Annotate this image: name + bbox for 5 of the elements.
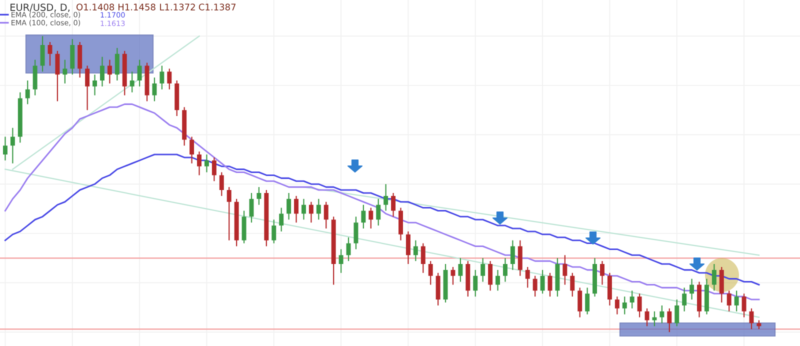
text: L1.1372 [160,4,195,10]
text: H1.1458 [118,4,156,10]
text: EUR/USD, D, [10,4,70,12]
text: O1.1408 [76,4,114,10]
text: C1.1387 [198,4,236,10]
